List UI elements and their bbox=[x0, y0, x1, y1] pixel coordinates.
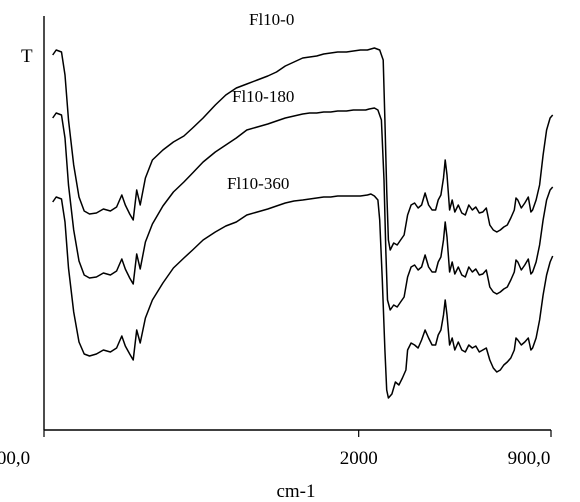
series-line-1 bbox=[52, 47, 554, 251]
series-label-3: Fl10-360 bbox=[227, 174, 289, 193]
x-tick-label: 3800,0 bbox=[0, 448, 30, 469]
x-tick-label: 900,0 bbox=[508, 448, 551, 469]
series-group bbox=[52, 47, 554, 399]
y-axis-label: T bbox=[21, 46, 33, 67]
series-line-2 bbox=[52, 107, 554, 311]
x-tick-label: 2000 bbox=[340, 448, 378, 469]
series-line-3 bbox=[52, 193, 554, 399]
series-labels: Fl10-0 Fl10-180 Fl10-360 bbox=[227, 10, 294, 193]
series-label-1: Fl10-0 bbox=[249, 10, 294, 29]
x-ticks: 3800,0 2000 900,0 bbox=[0, 430, 552, 469]
series-label-2: Fl10-180 bbox=[232, 87, 294, 106]
x-axis-label: cm-1 bbox=[276, 481, 315, 502]
